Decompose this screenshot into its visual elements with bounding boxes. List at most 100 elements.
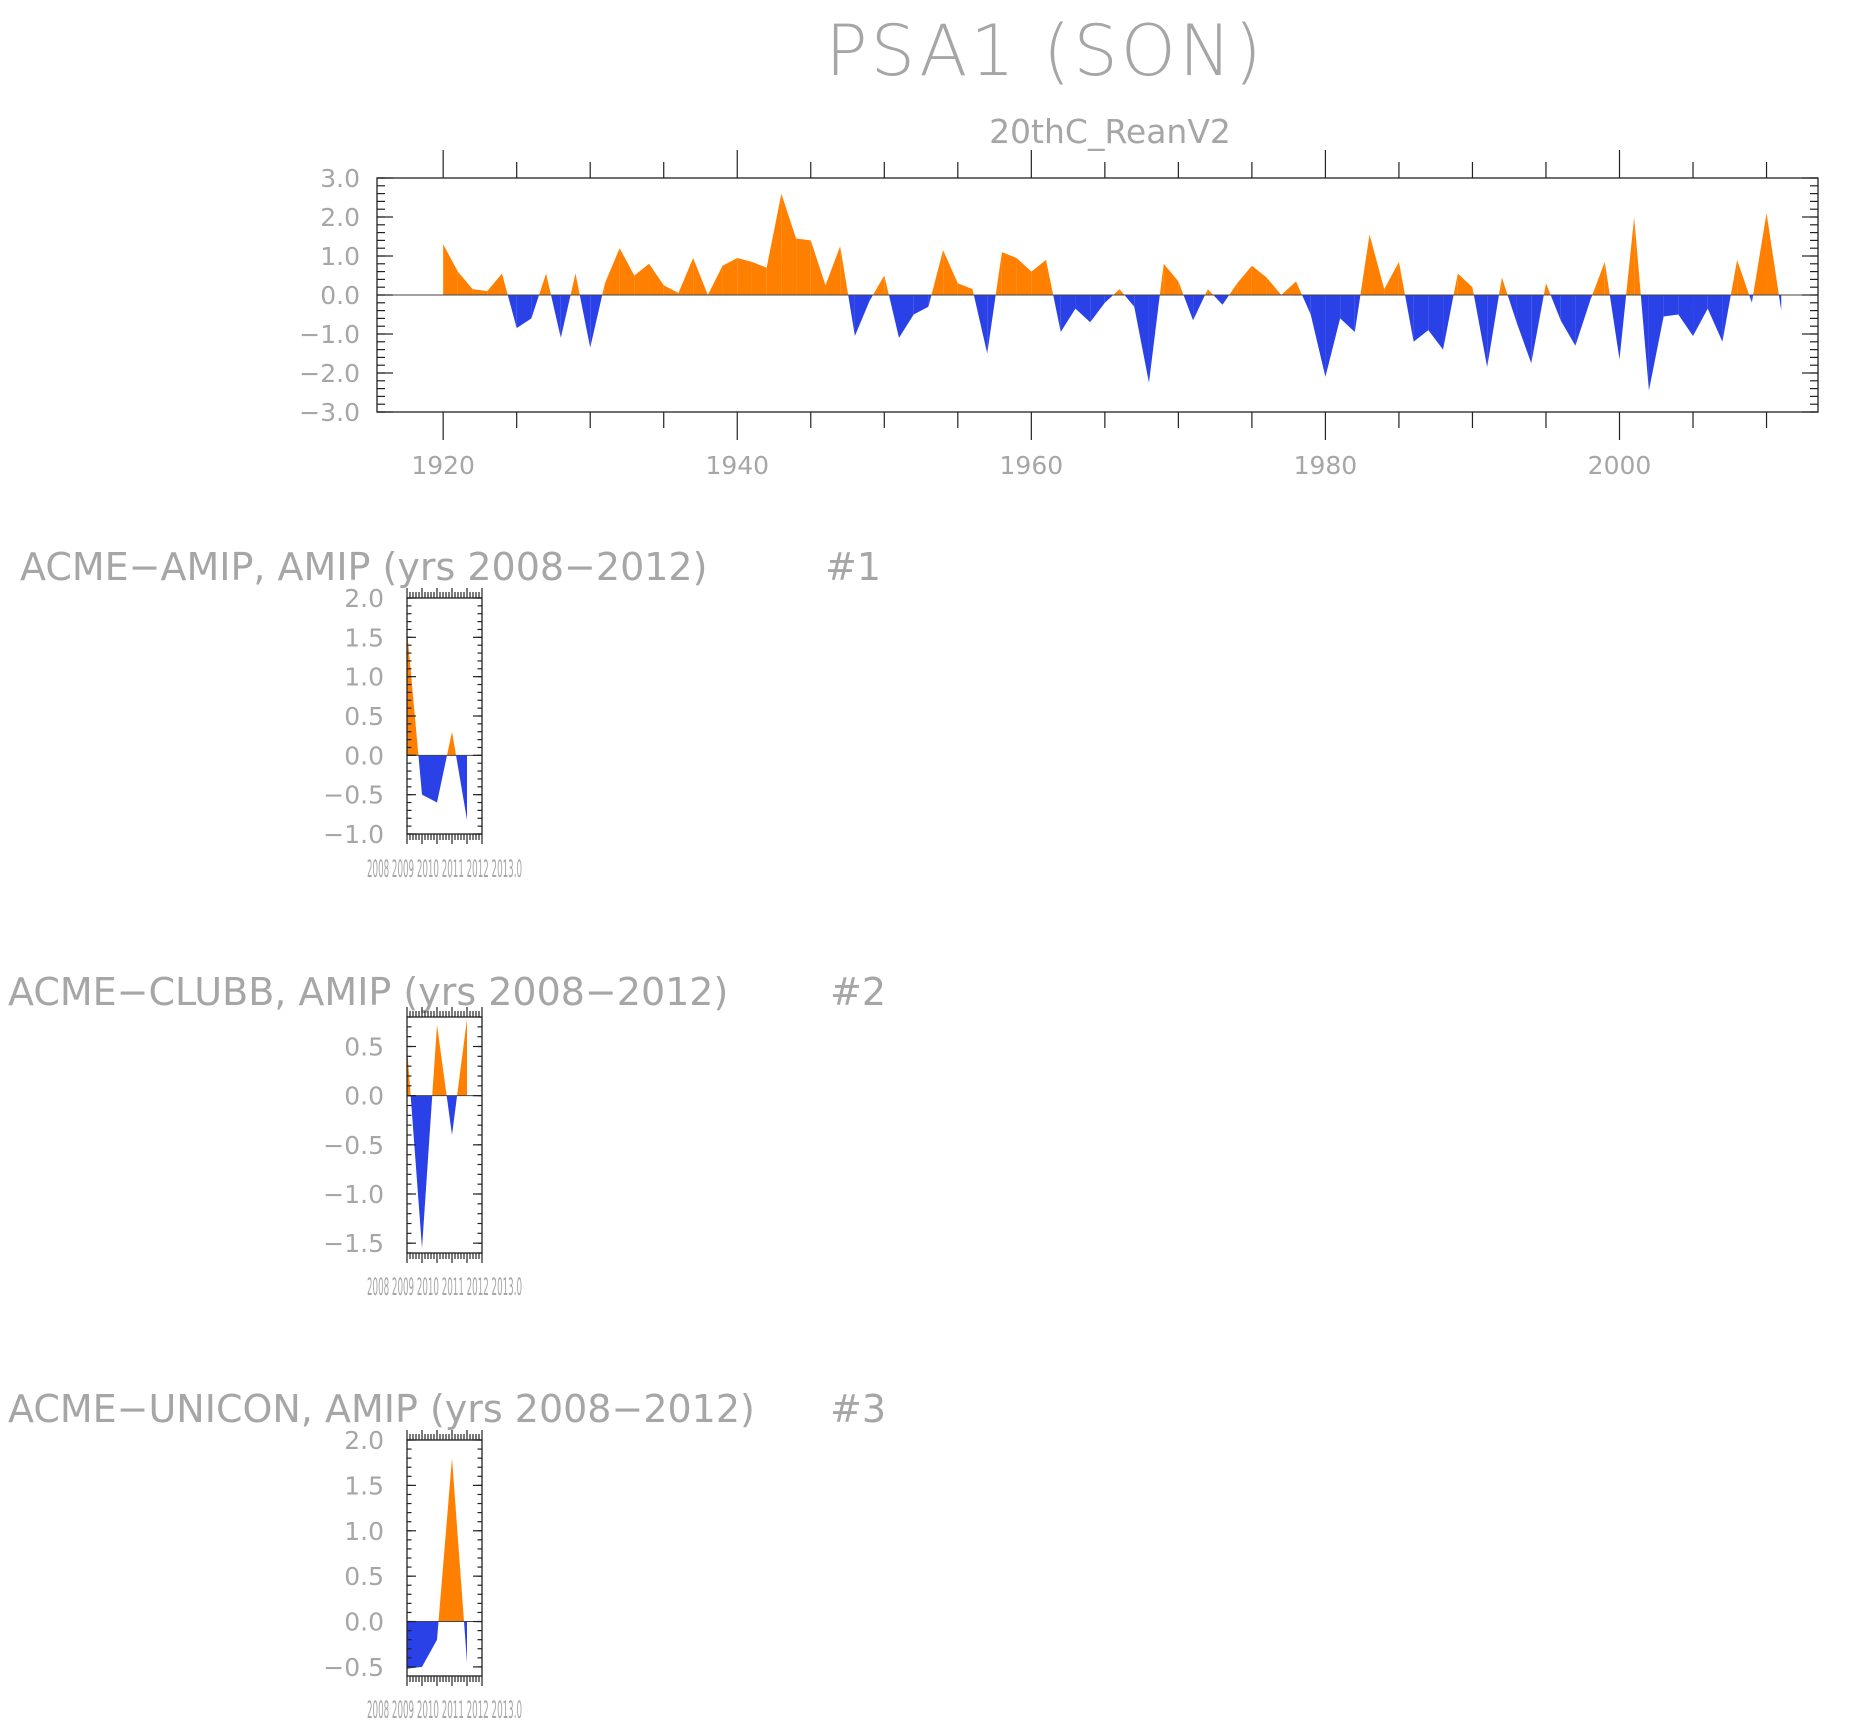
negative-area-segment xyxy=(447,1096,452,1135)
y-tick-label: 1.0 xyxy=(344,663,384,692)
y-tick-label: 2.0 xyxy=(344,584,384,613)
panel-title-1: ACME−AMIP, AMIP (yrs 2008−2012) xyxy=(20,545,707,589)
x-tick-label: 1920 xyxy=(411,451,475,480)
negative-area-segment xyxy=(1134,295,1149,383)
negative-area-segment xyxy=(1053,295,1061,332)
negative-area-segment xyxy=(422,755,437,802)
negative-area-segment xyxy=(452,1096,457,1135)
positive-area-segment xyxy=(1499,277,1502,295)
positive-area-segment xyxy=(458,272,473,295)
negative-area-segment xyxy=(1222,295,1229,305)
positive-area-segment xyxy=(958,283,973,295)
negative-area-segment xyxy=(914,295,929,315)
y-tick-label: 2.0 xyxy=(344,1426,384,1455)
negative-area-segment xyxy=(1508,295,1517,322)
positive-area-segment xyxy=(620,248,635,295)
y-tick-label: 0.0 xyxy=(344,741,384,770)
positive-area-segment xyxy=(602,283,605,295)
positive-area-segment xyxy=(1472,287,1473,295)
positive-area-segment xyxy=(1605,262,1610,295)
panel-title-3: ACME−UNICON, AMIP (yrs 2008−2012) xyxy=(8,1387,755,1431)
y-tick-label: −1.0 xyxy=(323,820,384,849)
positive-area-segment xyxy=(605,248,620,295)
negative-area-segment xyxy=(1311,295,1326,377)
positive-area-segment xyxy=(571,274,576,295)
positive-area-segment xyxy=(1120,289,1125,295)
positive-area-segment xyxy=(796,238,811,295)
y-tick-label: 2.0 xyxy=(320,203,360,232)
positive-area-segment xyxy=(884,276,889,296)
positive-area-segment xyxy=(1046,260,1053,295)
positive-area-segment xyxy=(1017,258,1032,295)
negative-area-segment xyxy=(1302,295,1311,315)
positive-area-segment xyxy=(1753,213,1766,295)
positive-area-segment xyxy=(1296,281,1302,295)
positive-area-segment xyxy=(439,1458,453,1621)
main-title: PSA1 (SON) xyxy=(825,10,1264,92)
chart-panel-acme-unicon: 2008 2009 2010 2011 2012 2013.0 2.0 1.5 1.0… xyxy=(323,1426,522,1724)
positive-area-segment xyxy=(1458,274,1473,295)
positive-area-segment xyxy=(649,264,664,295)
negative-area-segment xyxy=(437,1622,439,1640)
positive-area-segment xyxy=(1160,264,1164,295)
positive-area-segment xyxy=(1626,217,1634,295)
negative-area-segment xyxy=(870,295,873,301)
negative-area-segment xyxy=(1184,295,1194,320)
x-tick-label: 1960 xyxy=(1000,451,1064,480)
positive-area-segment xyxy=(1546,283,1551,295)
negative-area-segment xyxy=(456,755,467,820)
negative-area-segment xyxy=(1090,295,1105,322)
negative-area-segment xyxy=(418,755,422,794)
negative-area-segment xyxy=(590,295,602,348)
positive-area-segment xyxy=(473,289,488,295)
positive-area-segment xyxy=(664,285,679,295)
negative-area-segment xyxy=(1722,295,1730,342)
y-tick-label: −0.5 xyxy=(323,1131,384,1160)
positive-area-segment xyxy=(634,264,649,295)
positive-area-segment xyxy=(1370,235,1385,295)
negative-area-segment xyxy=(1561,295,1576,346)
positive-area-segment xyxy=(1360,235,1369,295)
positive-area-segment xyxy=(767,194,782,295)
positive-area-segment xyxy=(723,258,738,295)
negative-area-segment xyxy=(464,1622,467,1663)
negative-area-segment xyxy=(1474,295,1487,367)
positive-area-segment xyxy=(678,258,693,295)
negative-area-segment xyxy=(508,295,517,328)
negative-area-segment xyxy=(1649,295,1664,391)
negative-area-segment xyxy=(1610,295,1620,359)
positive-area-segment xyxy=(996,252,1002,295)
negative-area-segment xyxy=(1443,295,1454,350)
positive-area-segment xyxy=(1544,283,1546,295)
positive-area-segment xyxy=(487,274,502,295)
y-tick-label: 0.0 xyxy=(344,1608,384,1637)
positive-area-segment xyxy=(546,274,551,295)
negative-area-segment xyxy=(1405,295,1414,342)
positive-area-segment xyxy=(873,276,884,296)
positive-area-segment xyxy=(1164,264,1179,295)
positive-area-segment xyxy=(502,274,508,295)
panel-subtitle: 20thC_ReanV2 xyxy=(989,112,1231,151)
positive-area-segment xyxy=(1237,266,1252,295)
positive-area-segment xyxy=(1767,213,1779,295)
y-tick-label: −1.5 xyxy=(323,1229,384,1258)
y-tick-label: 3.0 xyxy=(320,164,360,193)
x-tick-labels-overlapping: 2008 2009 2010 2011 2012 2013.0 xyxy=(367,1696,522,1724)
negative-area-segment xyxy=(1213,295,1222,305)
positive-area-segment xyxy=(1592,262,1605,295)
positive-area-segment xyxy=(781,194,796,295)
x-tick-label: 2000 xyxy=(1588,451,1652,480)
positive-area-segment xyxy=(825,246,840,295)
negative-area-segment xyxy=(1708,295,1723,342)
y-tick-label: 1.5 xyxy=(344,623,384,652)
y-tick-label: 0.5 xyxy=(344,702,384,731)
negative-area-segment xyxy=(974,295,987,354)
positive-area-segment xyxy=(1208,289,1214,295)
positive-area-segment xyxy=(1281,281,1296,295)
y-tick-label: −3.0 xyxy=(299,398,360,427)
positive-area-segment xyxy=(737,258,752,295)
negative-area-segment xyxy=(889,295,899,338)
negative-area-segment xyxy=(1517,295,1532,363)
positive-area-segment xyxy=(1205,289,1208,295)
